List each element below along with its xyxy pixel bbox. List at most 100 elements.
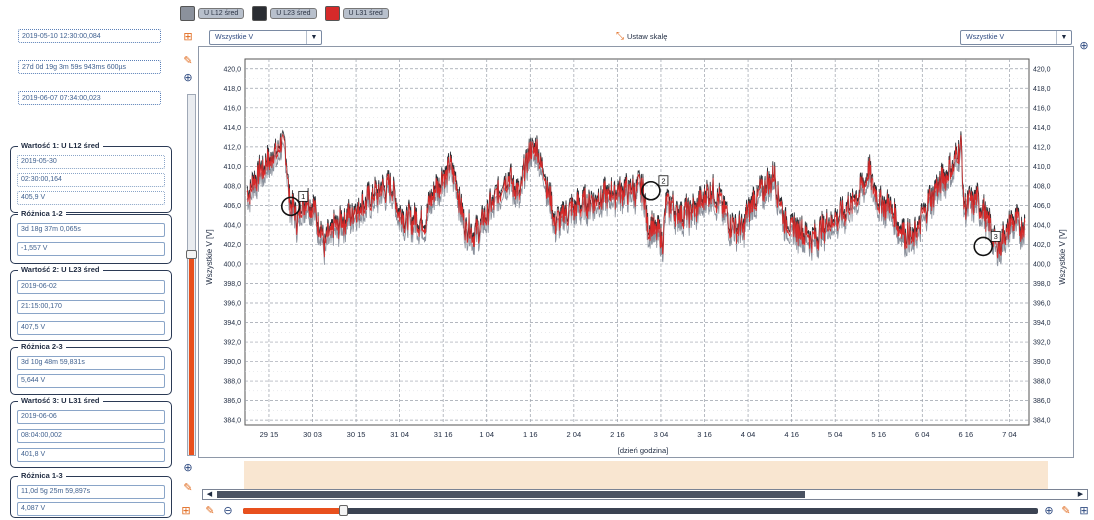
- y-tick-label-left: 390,0: [223, 359, 241, 366]
- scale-icon: ⤡: [616, 31, 624, 42]
- x-tick-label: 4 16: [784, 430, 799, 439]
- zoom-in-icon[interactable]: ⊕: [1079, 40, 1089, 52]
- y-tick-label-right: 412,0: [1033, 144, 1051, 151]
- overview-band: [244, 461, 1048, 489]
- marker-circle: [973, 236, 994, 257]
- legend-swatch-icon: [180, 6, 195, 21]
- edit-icon[interactable]: ✎: [1061, 505, 1071, 517]
- zoom-fit-icon[interactable]: ⊞: [1079, 505, 1089, 517]
- diff-2-3-group: Różnica 2-3 3d 10g 48m 59,831s 5,644 V: [10, 342, 172, 395]
- marker-circle: [280, 196, 301, 217]
- duration-field: 27d 0d 19g 3m 59s 943ms 600µs: [18, 60, 161, 74]
- right-axis-select-value: Wszystkie V: [966, 34, 1005, 41]
- horizontal-zoom-slider[interactable]: [243, 505, 1038, 516]
- x-tick-label: 2 04: [567, 430, 582, 439]
- scroll-left-icon[interactable]: ◀: [206, 491, 213, 498]
- diff-1-2-voltage: -1,557 V: [17, 242, 165, 256]
- value-1-voltage: 405,9 V: [17, 191, 165, 205]
- chevron-down-icon: ▼: [1056, 31, 1071, 44]
- value-1-time: 02:30:00,164: [17, 173, 165, 187]
- vertical-slider-thumb[interactable]: [186, 250, 197, 259]
- set-scale-button[interactable]: ⤡ Ustaw skalę: [616, 31, 667, 42]
- group-title: Wartość 1: U L12 śred: [18, 141, 103, 150]
- y-tick-label-left: 420,0: [223, 66, 241, 73]
- value-2-group: Wartość 2: U L23 śred 2019-06-02 21:15:0…: [10, 265, 172, 341]
- legend-label: U L12 śred: [198, 8, 245, 19]
- y-tick-label-left: 410,0: [223, 164, 241, 171]
- value-2-voltage: 407,5 V: [17, 321, 165, 335]
- zoom-out-icon[interactable]: ⊕: [183, 462, 193, 474]
- chart-series: [246, 129, 1026, 267]
- y-tick-label-right: 420,0: [1033, 66, 1051, 73]
- zoom-in-icon[interactable]: ⊕: [1044, 505, 1054, 517]
- legend-item-ul31[interactable]: U L31 śred: [324, 6, 389, 21]
- x-tick-label: 29 15: [260, 430, 279, 439]
- y-tick-label-left: 386,0: [223, 398, 241, 405]
- x-tick-label: 1 16: [523, 430, 538, 439]
- legend-item-ul23[interactable]: U L23 śred: [252, 6, 317, 21]
- y-tick-label-right: 406,0: [1033, 203, 1051, 210]
- vertical-zoom-slider[interactable]: [186, 94, 197, 456]
- zoom-in-icon[interactable]: ⊕: [183, 72, 193, 84]
- chart-markers: 1 2 3: [280, 175, 1001, 257]
- zoom-fit-icon[interactable]: ⊞: [181, 505, 191, 517]
- y-tick-label-right: 396,0: [1033, 301, 1051, 308]
- y-tick-label-left: 408,0: [223, 183, 241, 190]
- y-tick-label-left: 414,0: [223, 125, 241, 132]
- legend-label: U L31 śred: [342, 8, 389, 19]
- marker-box: [298, 190, 309, 202]
- x-tick-label: 31 04: [390, 430, 409, 439]
- edit-icon[interactable]: ✎: [205, 505, 215, 517]
- legend-swatch-icon: [324, 6, 340, 21]
- horizontal-scrollbar[interactable]: ◀ ▶: [202, 489, 1088, 500]
- horizontal-slider-thumb[interactable]: [339, 505, 348, 516]
- x-axis-label: [dzień godzina]: [618, 446, 668, 455]
- y-tick-label-right: 404,0: [1033, 222, 1051, 229]
- marker-box: [990, 230, 1001, 242]
- diff-2-3-time: 3d 10g 48m 59,831s: [17, 356, 165, 370]
- diff-1-2-time: 3d 18g 37m 0,065s: [17, 223, 165, 237]
- marker-box: [658, 175, 669, 187]
- y-tick-label-right: 398,0: [1033, 281, 1051, 288]
- y-tick-label-left: 406,0: [223, 203, 241, 210]
- zoom-out-icon[interactable]: ⊖: [223, 505, 233, 517]
- group-title: Różnica 1-3: [18, 471, 66, 480]
- x-tick-label: 6 16: [959, 430, 974, 439]
- y-axis-label-left: Wszystkie V [V]: [205, 229, 214, 285]
- y-tick-label-right: 400,0: [1033, 261, 1051, 268]
- horizontal-scroll-thumb[interactable]: [217, 491, 805, 498]
- value-1-date: 2019-05-30: [17, 155, 165, 169]
- start-time-field: 2019-05-10 12:30:00,084: [18, 29, 161, 43]
- value-2-time: 21:15:00,170: [17, 300, 165, 314]
- edit-icon[interactable]: ✎: [183, 55, 193, 67]
- y-tick-label-left: 388,0: [223, 379, 241, 386]
- left-axis-select[interactable]: Wszystkie V ▼: [209, 30, 322, 45]
- y-tick-label-left: 418,0: [223, 86, 241, 93]
- x-tick-label: 30 15: [347, 430, 366, 439]
- value-3-group: Wartość 3: U L31 śred 2019-06-06 08:04:0…: [10, 396, 172, 468]
- value-3-date: 2019-06-06: [17, 410, 165, 424]
- edit-icon[interactable]: ✎: [183, 482, 193, 494]
- zoom-fit-icon[interactable]: ⊞: [183, 31, 193, 43]
- voltage-chart[interactable]: 420,0 418,0 416,0 414,0 412,0 410,0 408,0 406,0…: [199, 47, 1075, 459]
- x-tick-label: 7 04: [1002, 430, 1017, 439]
- diff-1-2-group: Różnica 1-2 3d 18g 37m 0,065s -1,557 V: [10, 209, 172, 264]
- y-tick-label-right: 410,0: [1033, 164, 1051, 171]
- chart-area[interactable]: 420,0 418,0 416,0 414,0 412,0 410,0 408,0 406,0…: [198, 46, 1074, 458]
- x-tick-label: 3 04: [654, 430, 669, 439]
- horizontal-slider-fill: [243, 508, 343, 514]
- set-scale-label: Ustaw skalę: [627, 32, 668, 41]
- right-axis-select[interactable]: Wszystkie V ▼: [960, 30, 1072, 45]
- value-3-time: 08:04:00,002: [17, 429, 165, 443]
- y-tick-label-right: 392,0: [1033, 340, 1051, 347]
- legend-item-ul12[interactable]: U L12 śred: [180, 6, 245, 21]
- scroll-right-icon[interactable]: ▶: [1077, 491, 1084, 498]
- y-tick-label-right: 390,0: [1033, 359, 1051, 366]
- group-title: Wartość 2: U L23 śred: [18, 265, 103, 274]
- y-ticks-right: 420,0 418,0 416,0 414,0 412,0 410,0 408,0 406,0…: [1033, 66, 1051, 424]
- x-tick-label: 5 16: [871, 430, 886, 439]
- legend-swatch-icon: [252, 6, 268, 21]
- x-ticks: 29 15 30 03 30 15 31 04 31 16 1 04 1 16 2 04 2 1…: [260, 430, 1017, 439]
- chart-grid: [244, 58, 1030, 426]
- chevron-down-icon: ▼: [306, 31, 321, 44]
